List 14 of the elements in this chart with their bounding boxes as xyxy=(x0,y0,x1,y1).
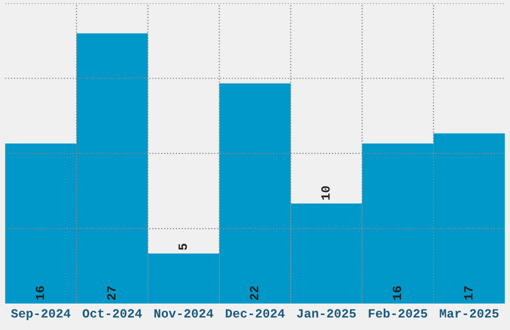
x-tick-label: Mar-2025 xyxy=(440,309,499,318)
data-label: 16 xyxy=(392,286,402,300)
x-tick-label: Sep-2024 xyxy=(11,309,70,320)
x-tick-label: Feb-2025 xyxy=(368,308,428,318)
data-label: 22 xyxy=(250,286,258,300)
x-tick-label: Nov-2024 xyxy=(154,309,214,318)
x-tick-label: Oct-2024 xyxy=(82,309,142,318)
x-tick-label: Dec-2024 xyxy=(226,309,285,318)
data-label: 5 xyxy=(178,244,187,250)
data-label: 27 xyxy=(107,286,116,300)
x-tick-label: Jan-2025 xyxy=(297,309,356,318)
data-label: 17 xyxy=(464,286,472,300)
data-label: 16 xyxy=(36,286,44,300)
data-label: 10 xyxy=(321,186,330,200)
